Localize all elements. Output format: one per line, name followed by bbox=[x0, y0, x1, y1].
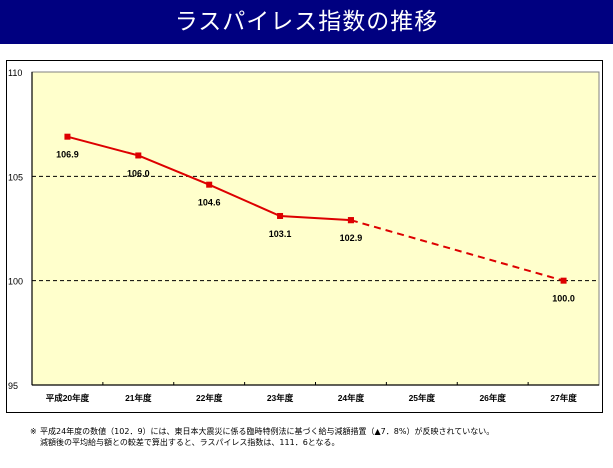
data-label: 106.9 bbox=[56, 150, 79, 160]
x-tick-label: 平成20年度 bbox=[46, 393, 90, 403]
footnote-line-1: ※ 平成24年度の数値（102．9）には、東日本大震災に係る臨時特例法に基づく給与… bbox=[30, 427, 495, 436]
x-tick-label: 23年度 bbox=[267, 393, 294, 403]
data-label: 103.1 bbox=[269, 229, 292, 239]
x-tick-label: 22年度 bbox=[196, 393, 223, 403]
data-point bbox=[206, 181, 213, 188]
x-tick-label: 24年度 bbox=[338, 393, 365, 403]
x-tick-label: 21年度 bbox=[125, 393, 152, 403]
x-tick-label: 25年度 bbox=[409, 393, 436, 403]
footnote: ※ 平成24年度の数値（102．9）には、東日本大震災に係る臨時特例法に基づく給与… bbox=[30, 426, 494, 448]
y-tick-label: 95 bbox=[8, 381, 18, 391]
y-tick-label: 100 bbox=[8, 277, 23, 287]
data-point bbox=[277, 212, 284, 219]
footnote-line-2: 減額後の平均給与額との較差で算出すると、ラスパイレス指数は、111．6となる。 bbox=[40, 438, 340, 447]
series-line-projected bbox=[350, 219, 564, 282]
x-tick-label: 27年度 bbox=[550, 393, 577, 403]
data-point bbox=[135, 152, 142, 159]
data-label: 100.0 bbox=[552, 294, 575, 304]
y-tick-label: 110 bbox=[8, 68, 22, 78]
data-point bbox=[64, 133, 71, 140]
data-label: 106.0 bbox=[127, 168, 150, 178]
reference-mark: ※ bbox=[30, 427, 37, 436]
data-point bbox=[347, 217, 354, 224]
page-title: ラスパイレス指数の推移 bbox=[0, 0, 613, 44]
data-point bbox=[560, 277, 567, 284]
plot-area bbox=[31, 71, 600, 386]
y-tick-label: 105 bbox=[8, 172, 23, 182]
data-label: 102.9 bbox=[340, 233, 363, 243]
data-label: 104.6 bbox=[198, 198, 221, 208]
x-tick-label: 26年度 bbox=[479, 393, 506, 403]
